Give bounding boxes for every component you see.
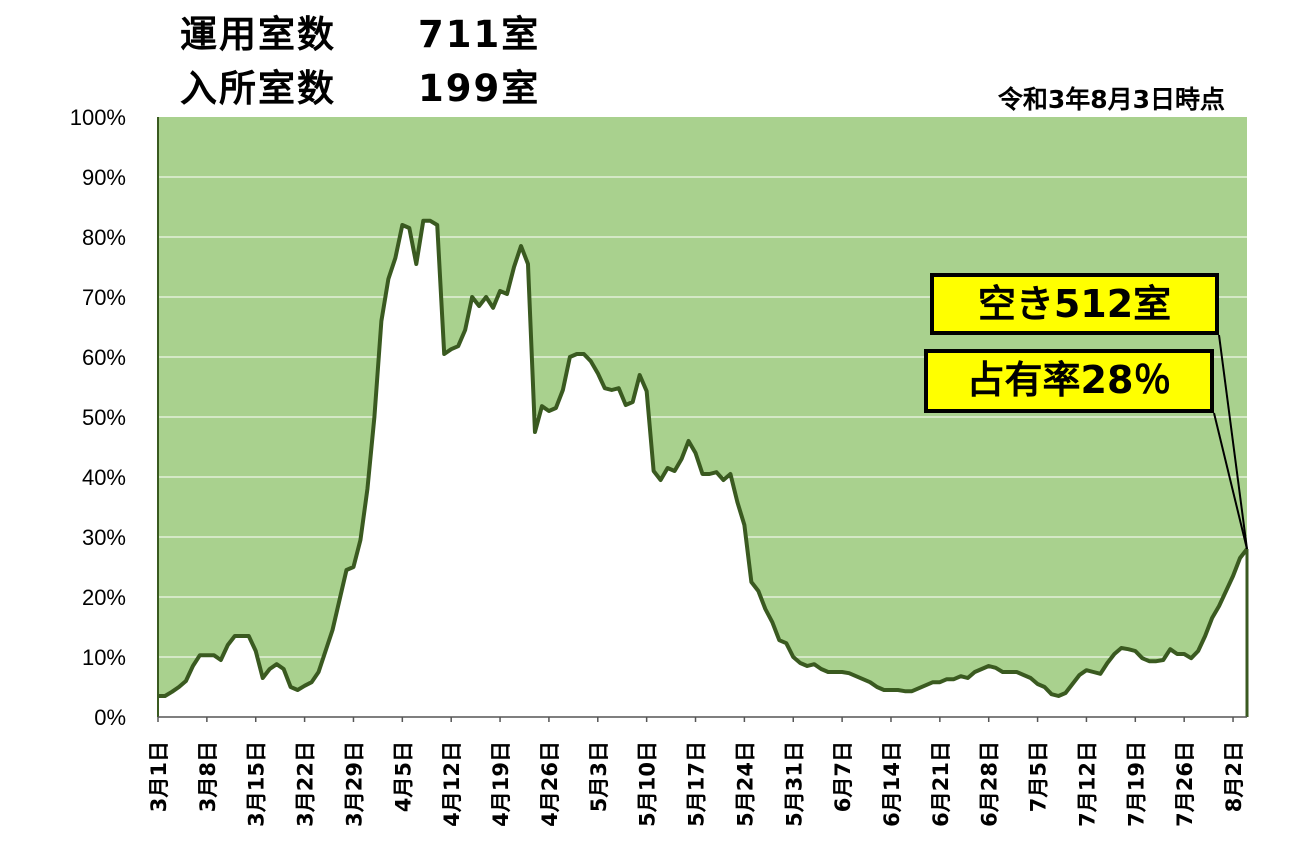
as-of-date: 令和3年8月3日時点 (997, 85, 1225, 114)
x-tick-label: 3月8日 (196, 741, 220, 812)
plot-area: 0% 10% 20% 30% 40% 50% 60% 70% 80% 90% 100% 3月1日 3月8… (70, 105, 1249, 827)
y-tick-label: 70% (82, 285, 126, 310)
x-tick-label: 8月2日 (1222, 741, 1246, 812)
x-tick-label: 7月12日 (1075, 741, 1099, 827)
y-tick-label: 80% (82, 225, 126, 250)
y-tick-label: 90% (82, 165, 126, 190)
x-tick-label: 3月29日 (342, 741, 366, 827)
x-tick-label: 5月31日 (782, 741, 806, 827)
y-tick-label: 20% (82, 585, 126, 610)
occupancy-line (158, 218, 1249, 698)
operating-rooms-stat: 運用室数 711室 (180, 13, 538, 56)
x-tick-label: 4月12日 (440, 741, 464, 827)
x-tick-label: 3月15日 (245, 741, 269, 827)
y-tick-label: 10% (82, 645, 126, 670)
x-tick-label: 5月24日 (733, 741, 757, 827)
x-tick-label: 3月22日 (294, 741, 318, 827)
y-tick-label: 40% (82, 465, 126, 490)
x-tick-label: 7月19日 (1124, 741, 1148, 827)
x-tick-label: 6月21日 (929, 741, 953, 827)
occupied-area (158, 220, 1247, 718)
occupancy-rate-callout: 占有率28％ (924, 349, 1214, 413)
operating-rooms-label: 運用室数 (180, 13, 336, 56)
operating-rooms-value: 711室 (418, 13, 541, 56)
x-tick-label: 3月1日 (147, 741, 171, 812)
occupancy-leader-line (1213, 412, 1248, 550)
x-tick-label: 5月10日 (636, 741, 660, 827)
x-tick-label: 6月7日 (831, 741, 855, 812)
y-tick-label: 100% (70, 105, 126, 130)
x-tick-label: 4月5日 (391, 741, 415, 812)
admitted-rooms-label: 入所室数 (180, 67, 336, 110)
vacancy-leader-line (1218, 334, 1248, 550)
x-tick-label: 6月14日 (880, 741, 904, 827)
x-tick-label: 5月3日 (587, 741, 611, 812)
y-tick-label: 0% (94, 705, 126, 730)
y-tick-label: 60% (82, 345, 126, 370)
vacancy-callout: 空き512室 (930, 273, 1219, 335)
x-tick-label: 4月19日 (489, 741, 513, 827)
y-tick-label: 50% (82, 405, 126, 430)
x-tick-label: 5月17日 (685, 741, 709, 827)
x-tick-label: 6月28日 (978, 741, 1002, 827)
admitted-rooms-stat: 入所室数 199室 (180, 67, 538, 110)
x-tick-label: 7月26日 (1173, 741, 1197, 827)
x-tick-label: 7月5日 (1027, 741, 1051, 812)
admitted-rooms-value: 199室 (418, 67, 541, 110)
y-tick-label: 30% (82, 525, 126, 550)
x-tick-label: 4月26日 (538, 741, 562, 827)
